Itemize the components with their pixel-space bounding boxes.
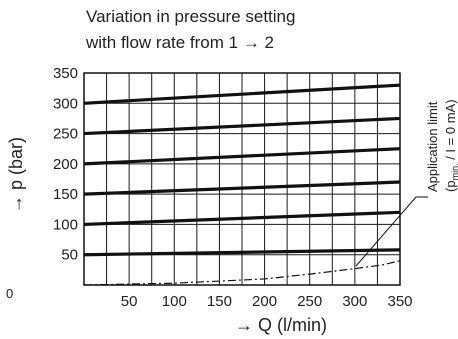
application-limit-leader: [355, 196, 428, 267]
pressure-setting-line-6: [83, 83, 401, 105]
x-tick-labels: 50 100 150 200 250 300 350: [121, 293, 413, 310]
plot-frame: [83, 72, 401, 286]
pressure-setting-line-5: [83, 116, 401, 136]
x-tick-label: 200: [252, 293, 277, 310]
pressure-setting-line-1: [83, 248, 401, 257]
x-axis-label: → Q (l/min): [235, 315, 327, 335]
pressure-setting-line-2: [83, 210, 401, 227]
plot-border: [83, 72, 401, 286]
x-tick-label: 350: [387, 293, 412, 310]
x-tick-label: 150: [207, 293, 232, 310]
pressure-setting-line-3: [83, 180, 401, 196]
y-tick-label: 50: [61, 247, 78, 264]
y-tick-label: 200: [53, 156, 78, 173]
x-tick-label: 250: [297, 293, 322, 310]
y-tick-label: 350: [53, 65, 78, 82]
x-tick-label: 100: [162, 293, 187, 310]
y-tick-label: 100: [53, 216, 78, 233]
y-tick-label: 300: [53, 95, 78, 112]
origin-label: 0: [6, 286, 13, 301]
chart-title-line-1: Variation in pressure setting: [86, 7, 295, 26]
x-tick-label: 50: [121, 293, 138, 310]
x-tick-label: 300: [342, 293, 367, 310]
y-tick-label: 250: [53, 126, 78, 143]
pressure-setting-line-4: [83, 147, 401, 166]
application-limit-curve: [83, 260, 401, 286]
y-axis-label: → p (bar): [6, 137, 26, 213]
y-tick-label: 150: [53, 186, 78, 203]
series-lines: [83, 83, 401, 257]
y-tick-labels: 50 100 150 200 250 300 350: [53, 65, 78, 264]
application-limit-label-line-2: (pmin. / I = 0 mA): [443, 99, 458, 192]
application-limit-label-line-1: Application limit: [425, 101, 440, 192]
application-limit-line: [83, 260, 401, 286]
chart-title-line-2: with flow rate from 1 → 2: [85, 33, 274, 52]
plot-grid: [84, 73, 400, 285]
